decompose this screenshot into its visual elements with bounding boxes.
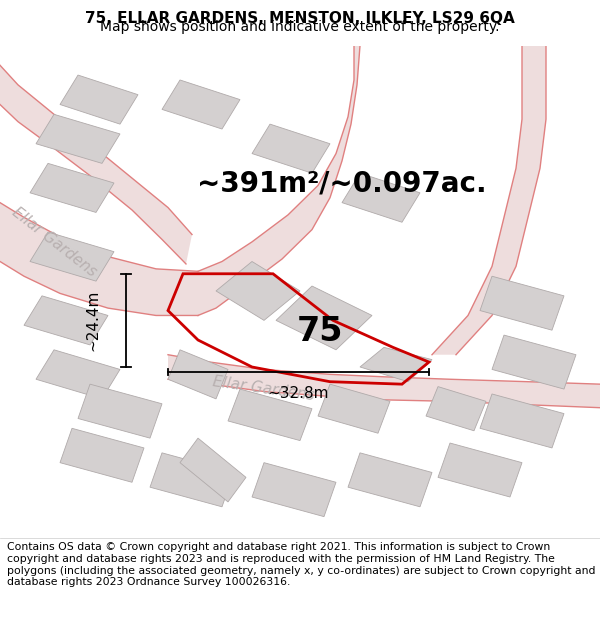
Polygon shape (360, 348, 432, 382)
Polygon shape (168, 350, 228, 399)
Polygon shape (30, 163, 114, 212)
Polygon shape (78, 384, 162, 438)
Polygon shape (432, 46, 546, 355)
Polygon shape (318, 384, 390, 433)
Polygon shape (348, 453, 432, 507)
Text: ~32.8m: ~32.8m (268, 386, 329, 401)
Polygon shape (24, 296, 108, 345)
Polygon shape (36, 114, 120, 163)
Polygon shape (342, 173, 420, 222)
Polygon shape (30, 232, 114, 281)
Polygon shape (426, 387, 486, 431)
Text: Contains OS data © Crown copyright and database right 2021. This information is : Contains OS data © Crown copyright and d… (7, 542, 596, 588)
Polygon shape (480, 276, 564, 330)
Text: Map shows position and indicative extent of the property.: Map shows position and indicative extent… (100, 20, 500, 34)
Polygon shape (150, 453, 234, 507)
Polygon shape (276, 286, 372, 350)
Polygon shape (0, 202, 198, 316)
Text: ~24.4m: ~24.4m (86, 290, 101, 351)
Polygon shape (36, 350, 120, 399)
Polygon shape (168, 355, 600, 408)
Polygon shape (492, 335, 576, 389)
Polygon shape (198, 46, 360, 316)
Text: Ellar Gardens: Ellar Gardens (212, 374, 316, 404)
Polygon shape (60, 75, 138, 124)
Polygon shape (180, 438, 246, 502)
Text: Ellar Gardens: Ellar Gardens (9, 204, 99, 279)
Polygon shape (252, 462, 336, 517)
Polygon shape (228, 389, 312, 441)
Text: ~391m²/~0.097ac.: ~391m²/~0.097ac. (197, 169, 487, 197)
Polygon shape (480, 394, 564, 448)
Polygon shape (60, 428, 144, 483)
Polygon shape (162, 80, 240, 129)
Polygon shape (438, 443, 522, 497)
Polygon shape (252, 124, 330, 173)
Polygon shape (0, 65, 192, 264)
Text: 75, ELLAR GARDENS, MENSTON, ILKLEY, LS29 6QA: 75, ELLAR GARDENS, MENSTON, ILKLEY, LS29… (85, 11, 515, 26)
Text: 75: 75 (297, 314, 343, 348)
Polygon shape (216, 261, 300, 321)
